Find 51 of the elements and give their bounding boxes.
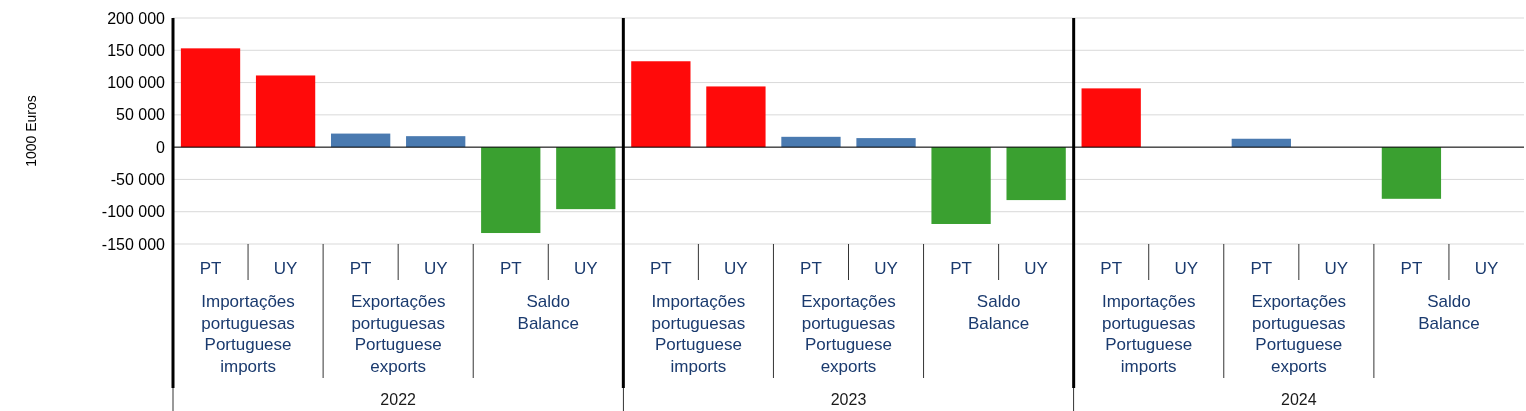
text: Importações portuguesas Portuguese imports: [201, 292, 295, 376]
text: Saldo Balance: [1418, 292, 1480, 333]
x-tick-label: PT: [1100, 259, 1123, 278]
y-tick-label: -150 000: [101, 235, 166, 253]
bar: [1081, 88, 1141, 148]
bar: [1006, 147, 1066, 201]
text: Exportações portuguesas Portuguese exports: [350, 292, 446, 376]
bar: [1381, 147, 1442, 199]
x-tick-label: UY: [1474, 259, 1499, 278]
bar: [931, 147, 991, 224]
bar: [556, 147, 616, 210]
y-tick-label: -50 000: [110, 171, 166, 189]
text: Exportações portuguesas Portuguese exports: [801, 292, 896, 376]
bar: [856, 138, 916, 148]
y-tick-label: 100 000: [107, 74, 166, 92]
text: Saldo Balance: [517, 292, 579, 333]
x-tick-label: UY: [573, 259, 598, 278]
x-tick-label: PT: [499, 259, 522, 278]
x-tick-label: UY: [273, 259, 298, 278]
x-tick-label: PT: [349, 259, 372, 278]
x-tick-label: PT: [649, 259, 672, 278]
x-tick-label: PT: [199, 259, 222, 278]
text: Importações portuguesas Portuguese imports: [651, 292, 746, 376]
y-tick-label: 200 000: [107, 9, 166, 27]
text: Exportações portuguesas Portuguese exports: [1251, 292, 1347, 376]
text: 2024: [1281, 391, 1317, 408]
x-tick-label: UY: [1174, 259, 1199, 278]
bar: [180, 48, 241, 148]
x-tick-label: UY: [423, 259, 448, 278]
x-tick-label: PT: [800, 259, 822, 278]
bar: [706, 86, 766, 148]
y-tick-label: 0: [156, 138, 166, 156]
y-tick-label: 50 000: [116, 106, 166, 124]
x-tick-label: PT: [950, 259, 972, 278]
x-tick-label: UY: [874, 259, 898, 278]
y-tick-label: 150 000: [107, 41, 166, 59]
text: Importações portuguesas Portuguese imports: [1101, 292, 1196, 376]
bar: [481, 147, 541, 234]
text: 2023: [830, 391, 867, 408]
text: 2022: [380, 391, 417, 408]
text: Saldo Balance: [967, 292, 1030, 333]
x-tick-label: PT: [1400, 259, 1423, 278]
x-tick-label: UY: [724, 259, 748, 278]
y-axis-title: 1000 Euros: [23, 95, 39, 167]
x-tick-label: PT: [1250, 259, 1273, 278]
x-tick-label: UY: [1024, 259, 1048, 278]
bar: [406, 136, 466, 148]
x-tick-label: UY: [1324, 259, 1349, 278]
y-tick-label: -100 000: [101, 203, 166, 221]
bar: [631, 61, 691, 148]
bar: [255, 75, 316, 148]
